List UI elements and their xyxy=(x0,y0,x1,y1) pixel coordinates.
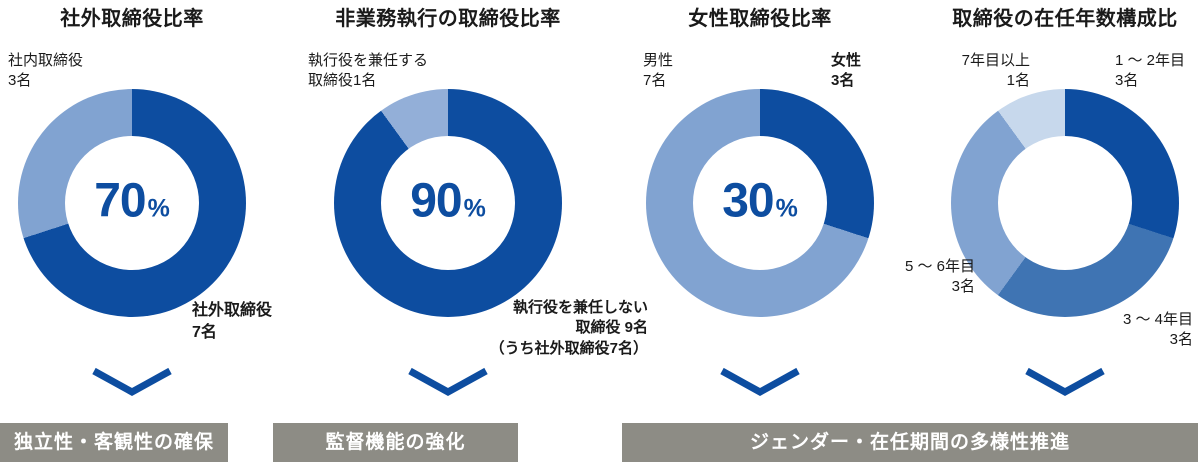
chevron-down-icon xyxy=(92,367,172,396)
donut4-years1-2-label: 1 ～ 2年目 3名 xyxy=(1115,52,1186,90)
donut3-hole xyxy=(693,136,827,270)
donut-chart-tenure-composition xyxy=(951,89,1179,317)
donut2-percent-sign: % xyxy=(463,194,486,223)
donut1-percent-sign: % xyxy=(147,194,170,223)
chart1-title: 社外取締役比率 xyxy=(60,8,204,30)
donut1-center-percentage: 70% xyxy=(18,173,246,228)
donut2-center-percentage: 90% xyxy=(334,173,562,228)
donut4-years5-6-label: 5 ～ 6年目 3名 xyxy=(904,258,975,296)
donut-chart-non-executive-ratio: 90% xyxy=(334,89,562,317)
donut4-years7plus-label: 7年目以上 1名 xyxy=(961,52,1030,90)
donut4-hole xyxy=(998,136,1132,270)
donut3-center-percentage: 30% xyxy=(646,173,874,228)
donut1-center-value: 70 xyxy=(94,174,146,228)
banner-supervision-strengthening: 監督機能の強化 xyxy=(273,423,518,462)
donut3-center-value: 30 xyxy=(722,174,774,228)
chevron-down-icon xyxy=(408,367,488,396)
donut2-center-value: 90 xyxy=(410,174,462,228)
chart4-title: 取締役の在任年数構成比 xyxy=(952,8,1178,30)
donut3-female-label: 女性 3名 xyxy=(831,52,862,90)
donut1-hole xyxy=(65,136,199,270)
donut2-concurrent-executive-label: 執行役を兼任する 取締役1名 xyxy=(308,52,429,90)
donut1-outside-directors-label: 社外取締役 7名 xyxy=(192,302,273,341)
chevron-down-icon xyxy=(1025,367,1105,396)
chart2-title: 非業務執行の取締役比率 xyxy=(335,8,561,30)
banner-independence-objectivity: 独立性・客観性の確保 xyxy=(0,423,228,462)
donut-chart-outside-director-ratio: 70% xyxy=(18,89,246,317)
donut-chart-female-director-ratio: 30% xyxy=(646,89,874,317)
donut2-non-executive-label: 執行役を兼任しない 取締役 9名 （うち社外取締役7名） xyxy=(489,299,648,357)
donut4-years3-4-label: 3 ～ 4年目 3名 xyxy=(1122,311,1193,349)
donut2-hole xyxy=(381,136,515,270)
chevron-down-icon xyxy=(720,367,800,396)
donut3-male-label: 男性 7名 xyxy=(643,52,674,90)
donut3-percent-sign: % xyxy=(775,194,798,223)
donut1-inside-directors-label: 社内取締役 3名 xyxy=(8,52,84,90)
chart3-title: 女性取締役比率 xyxy=(688,8,832,30)
banner-gender-tenure-diversity: ジェンダー・在任期間の多様性推進 xyxy=(622,423,1198,462)
